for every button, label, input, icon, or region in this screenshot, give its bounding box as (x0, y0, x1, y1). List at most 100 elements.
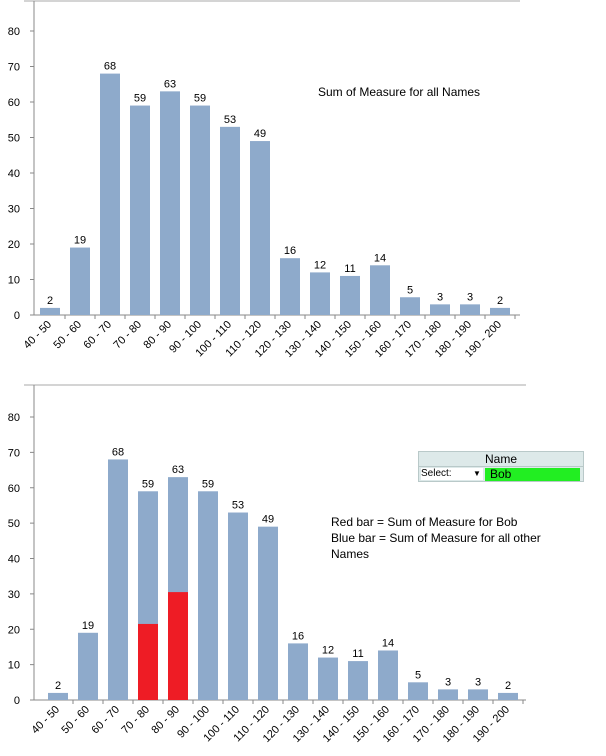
highlight-bar (168, 592, 188, 700)
bar (78, 632, 98, 700)
bar (190, 105, 210, 315)
x-tick-label: 50 - 60 (51, 319, 84, 352)
data-label: 12 (322, 645, 334, 657)
y-tick-label: 80 (8, 412, 20, 424)
bar (228, 512, 248, 700)
chart-caption-line: Blue bar = Sum of Measure for all other (331, 531, 541, 545)
bar (70, 247, 90, 315)
chart-caption-line: Red bar = Sum of Measure for Bob (331, 515, 518, 529)
y-tick-label: 0 (14, 695, 20, 707)
data-label: 14 (382, 637, 394, 649)
y-tick-label: 0 (14, 310, 20, 322)
data-label: 12 (314, 259, 326, 271)
bar (108, 459, 128, 700)
chart-caption: Sum of Measure for all Names (318, 85, 480, 99)
data-label: 59 (202, 478, 214, 490)
data-label: 5 (415, 669, 421, 681)
bar (460, 304, 480, 315)
bar (258, 526, 278, 700)
data-label: 59 (194, 93, 206, 105)
x-tick-label: 60 - 70 (81, 319, 114, 352)
bar (378, 650, 398, 700)
bar (220, 126, 240, 315)
bar (408, 682, 428, 700)
select-dropdown[interactable]: Select: (421, 468, 483, 480)
y-tick-label: 60 (8, 97, 20, 109)
bar (318, 657, 338, 700)
name-selector-panel: Name Select: ▼ Bob (418, 451, 584, 482)
selected-name-value[interactable]: Bob (485, 468, 580, 481)
bar (48, 692, 68, 700)
data-label: 63 (172, 464, 184, 476)
data-label: 2 (55, 680, 61, 692)
bar (288, 643, 308, 700)
y-tick-label: 70 (8, 62, 20, 74)
bar (348, 661, 368, 700)
bar (340, 275, 360, 315)
y-tick-label: 50 (8, 518, 20, 530)
bar (438, 689, 458, 700)
y-tick-label: 30 (8, 204, 20, 216)
data-label: 59 (142, 478, 154, 490)
data-label: 59 (134, 93, 146, 105)
data-label: 49 (262, 514, 274, 526)
data-label: 53 (224, 114, 236, 126)
chevron-down-icon[interactable]: ▼ (473, 469, 481, 478)
data-label: 2 (47, 295, 53, 307)
data-label: 68 (104, 61, 116, 73)
chart-all-names: 0 10 20 30 40 50 60 70 80 2 40 - 50 19 50 - 60 68 60 -… (8, 0, 520, 360)
bar (250, 141, 270, 315)
chart-caption-line: Names (331, 547, 369, 561)
y-tick-label: 40 (8, 168, 20, 180)
y-tick-label: 10 (8, 275, 20, 287)
x-tick-label: 60 - 70 (89, 704, 122, 737)
chart-bob-vs-others: 0 10 20 30 40 50 60 70 80 2 40 - 50 19 50 - 60 68 60 -… (8, 384, 541, 745)
data-label: 53 (232, 500, 244, 512)
data-label: 11 (344, 263, 355, 275)
bar (40, 307, 60, 315)
y-tick-label: 10 (8, 660, 20, 672)
y-tick-label: 70 (8, 447, 20, 459)
data-label: 3 (467, 291, 473, 303)
name-selector-title: Name (419, 452, 583, 467)
bar (310, 272, 330, 315)
data-label: 3 (437, 291, 443, 303)
bar (370, 265, 390, 315)
data-label: 2 (505, 680, 511, 692)
bar (400, 297, 420, 315)
y-tick-label: 50 (8, 133, 20, 145)
data-label: 68 (112, 446, 124, 458)
data-label: 14 (374, 252, 386, 264)
highlight-bar (138, 623, 158, 700)
bar (280, 258, 300, 315)
x-tick-label: 50 - 60 (59, 704, 92, 737)
y-tick-label: 20 (8, 624, 20, 636)
x-tick-label: 70 - 80 (119, 704, 152, 737)
bar (198, 491, 218, 700)
data-label: 3 (445, 676, 451, 688)
data-label: 19 (82, 620, 94, 632)
data-label: 3 (475, 676, 481, 688)
x-tick-label: 40 - 50 (21, 319, 54, 352)
y-tick-label: 60 (8, 483, 20, 495)
bar (100, 73, 120, 315)
y-tick-label: 80 (8, 26, 20, 38)
bar (130, 105, 150, 315)
data-label: 16 (292, 630, 304, 642)
data-label: 16 (284, 245, 296, 257)
data-label: 19 (74, 235, 86, 247)
y-tick-label: 20 (8, 239, 20, 251)
bar (160, 91, 180, 315)
bar (468, 689, 488, 700)
x-tick-label: 70 - 80 (111, 319, 144, 352)
y-tick-label: 30 (8, 589, 20, 601)
data-label: 2 (497, 295, 503, 307)
y-tick-label: 40 (8, 554, 20, 566)
data-label: 63 (164, 78, 176, 90)
data-label: 5 (407, 284, 413, 296)
bar (490, 307, 510, 315)
data-label: 49 (254, 128, 266, 140)
bar (430, 304, 450, 315)
bar (498, 692, 518, 700)
data-label: 11 (352, 648, 363, 660)
